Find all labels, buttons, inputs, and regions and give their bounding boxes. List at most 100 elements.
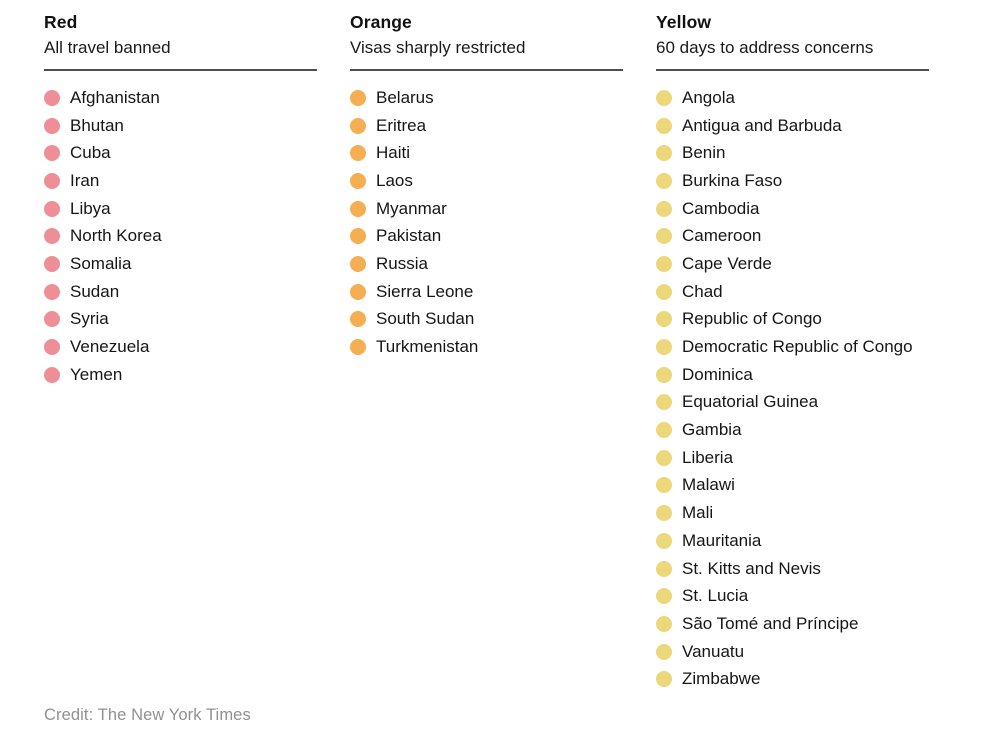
country-name: Iran [70,170,100,190]
country-item: Somalia [44,250,317,278]
status-dot-icon [44,145,60,162]
status-dot-icon [656,671,672,688]
country-name: Mali [682,503,714,523]
country-item: Benin [656,139,929,167]
country-name: Laos [376,170,413,190]
status-dot-icon [656,255,672,272]
status-dot-icon [656,477,672,494]
legend-columns: Red All travel banned Afghanistan Bhutan C… [44,10,929,693]
country-name: Syria [70,309,109,329]
country-name: Mauritania [682,530,762,550]
column-subtitle: All travel banned [44,38,171,57]
country-item: Eritrea [350,112,623,140]
status-dot-icon [44,89,60,106]
country-item: St. Lucia [656,582,929,610]
country-name: Afghanistan [70,87,160,107]
country-name: Angola [682,87,735,107]
status-dot-icon [44,117,60,134]
status-dot-icon [656,339,672,356]
column-divider [350,69,623,71]
country-name: Yemen [70,364,123,384]
status-dot-icon [44,255,60,272]
column-divider [656,69,929,71]
country-name: Pakistan [376,226,442,246]
country-item: Pakistan [350,222,623,250]
status-dot-icon [656,311,672,328]
country-item: São Tomé and Príncipe [656,610,929,638]
country-name: São Tomé and Príncipe [682,613,859,633]
country-item: Yemen [44,361,317,389]
country-name: Burkina Faso [682,170,783,190]
country-item: Afghanistan [44,84,317,112]
status-column: Red All travel banned Afghanistan Bhutan C… [44,10,317,693]
country-name: Cape Verde [682,253,772,273]
country-item: Equatorial Guinea [656,389,929,417]
status-dot-icon [350,145,366,162]
country-name: Eritrea [376,115,427,135]
status-dot-icon [44,366,60,383]
status-column: Orange Visas sharply restricted Belarus E… [350,10,623,693]
country-item: Belarus [350,84,623,112]
country-name: Equatorial Guinea [682,392,819,412]
country-item: St. Kitts and Nevis [656,555,929,583]
country-item: Libya [44,195,317,223]
status-dot-icon [656,228,672,245]
status-dot-icon [656,560,672,577]
country-name: St. Lucia [682,586,749,606]
country-name: Libya [70,198,111,218]
country-name: Dominica [682,364,753,384]
status-dot-icon [656,532,672,549]
column-subtitle: Visas sharply restricted [350,38,526,57]
status-dot-icon [350,283,366,300]
status-dot-icon [656,89,672,106]
status-dot-icon [350,200,366,217]
country-name: Vanuatu [682,641,745,661]
country-item: Sudan [44,278,317,306]
country-name: Sierra Leone [376,281,474,301]
country-item: Vanuatu [656,638,929,666]
country-item: Angola [656,84,929,112]
country-name: Malawi [682,475,735,495]
country-item: Iran [44,167,317,195]
country-item: Malawi [656,472,929,500]
status-dot-icon [656,422,672,439]
country-item: Haiti [350,139,623,167]
country-name: Republic of Congo [682,309,822,329]
country-item: Cameroon [656,222,929,250]
country-list: Belarus Eritrea Haiti Laos Myanmar Pakistan Ru… [350,84,623,361]
status-dot-icon [44,172,60,189]
status-dot-icon [350,311,366,328]
country-list: Angola Antigua and Barbuda Benin Burkina Fa… [656,84,929,693]
status-dot-icon [350,89,366,106]
country-item: Mali [656,499,929,527]
country-item: Laos [350,167,623,195]
country-item: South Sudan [350,306,623,334]
country-name: Belarus [376,87,434,107]
column-divider [44,69,317,71]
country-name: Bhutan [70,115,124,135]
status-dot-icon [656,394,672,411]
country-item: Chad [656,278,929,306]
country-item: Venezuela [44,333,317,361]
country-list: Afghanistan Bhutan Cuba Iran Libya North Kore… [44,84,317,389]
country-item: Syria [44,306,317,334]
country-name: Somalia [70,253,132,273]
status-dot-icon [350,172,366,189]
status-dot-icon [656,615,672,632]
credit-line: Credit: The New York Times [44,706,251,724]
country-item: Liberia [656,444,929,472]
country-name: South Sudan [376,309,475,329]
status-dot-icon [656,643,672,660]
country-item: Antigua and Barbuda [656,112,929,140]
country-item: North Korea [44,222,317,250]
country-name: Russia [376,253,428,273]
country-name: Cambodia [682,198,760,218]
country-item: Sierra Leone [350,278,623,306]
country-item: Mauritania [656,527,929,555]
country-name: Sudan [70,281,120,301]
country-name: Cameroon [682,226,762,246]
status-dot-icon [350,117,366,134]
country-item: Bhutan [44,112,317,140]
status-dot-icon [44,228,60,245]
country-item: Burkina Faso [656,167,929,195]
